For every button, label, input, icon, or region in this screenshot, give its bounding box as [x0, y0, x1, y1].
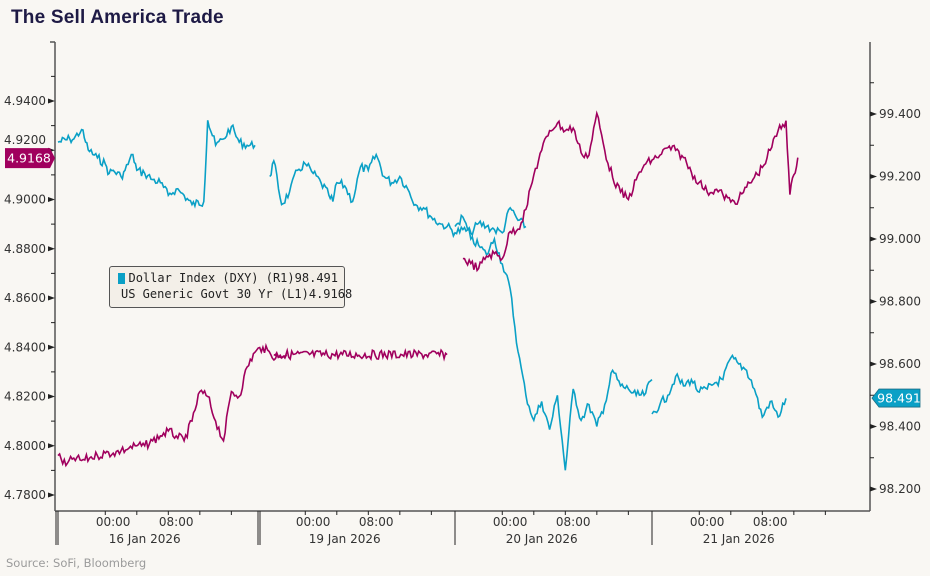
legend-label-ust30: US Generic Govt 30 Yr (L1) — [121, 287, 309, 301]
x-time-label: 00:00 — [690, 515, 725, 529]
dxy-line-segment-0 — [57, 120, 256, 209]
right-last-value-badge — [871, 388, 921, 408]
ust30-line-segment-2 — [462, 110, 668, 273]
x-date-label: 20 Jan 2026 — [506, 532, 578, 546]
x-time-label: 00:00 — [96, 515, 131, 529]
plot-area — [57, 110, 799, 471]
chart-title: The Sell America Trade — [11, 7, 224, 28]
left-tick-label: 4.8600 — [4, 291, 46, 305]
right-last-value-label: 98.491 — [877, 391, 921, 406]
left-tick-label: 4.9000 — [4, 193, 46, 207]
legend-value-dxy: 98.491 — [294, 271, 338, 285]
x-time-label: 08:00 — [753, 515, 788, 529]
ust30-line-segment-3 — [667, 120, 799, 206]
left-last-value-label: 4.9168 — [7, 151, 51, 166]
source-note: Source: SoFi, Bloomberg — [6, 556, 147, 570]
dxy-line-segment-2 — [454, 213, 653, 471]
right-tick-label: 99.200 — [879, 170, 921, 184]
left-tick-label: 4.8800 — [4, 242, 46, 256]
legend-value-ust30: 4.9168 — [308, 287, 353, 301]
x-date-label: 16 Jan 2026 — [109, 532, 181, 546]
left-tick-mark — [48, 246, 55, 252]
left-tick-label: 4.8000 — [4, 439, 46, 453]
legend-entry-ust30: US Generic Govt 30 Yr (L1) 4.9168 — [118, 286, 352, 302]
left-tick-mark — [48, 394, 55, 399]
right-tick-mark — [870, 486, 877, 492]
left-tick-mark — [48, 492, 55, 498]
left-tick-mark — [48, 197, 55, 202]
x-date-label: 19 Jan 2026 — [309, 532, 381, 546]
left-tick-label: 4.8400 — [4, 340, 46, 354]
x-time-label: 00:00 — [493, 515, 528, 529]
left-last-value-badge — [5, 148, 55, 169]
axes: 4.9400 4.9200 4.9000 4.8800 4.8600 4.8400 4.82… — [4, 41, 921, 546]
legend-label-dxy: Dollar Index (DXY) (R1) — [128, 271, 295, 285]
ust30-line-segment-1 — [273, 347, 448, 362]
right-tick-label: 98.400 — [879, 420, 921, 434]
left-tick-label: 4.9400 — [4, 94, 46, 108]
left-tick-mark — [48, 344, 55, 350]
left-tick-mark — [48, 295, 55, 301]
left-tick-label: 4.9200 — [4, 133, 46, 147]
legend: Dollar Index (DXY) (R1) 98.491 US Generi… — [109, 266, 352, 308]
legend-swatch-dxy — [118, 272, 126, 284]
right-tick-label: 98.800 — [879, 295, 921, 309]
right-tick-mark — [870, 236, 877, 242]
left-tick-label: 4.8200 — [4, 390, 46, 404]
ust30-line-segment-0 — [57, 342, 288, 468]
x-time-label: 08:00 — [159, 515, 194, 529]
right-tick-label: 99.400 — [879, 107, 921, 121]
x-time-label: 08:00 — [359, 515, 394, 529]
x-date-label: 21 Jan 2026 — [703, 532, 775, 546]
right-tick-label: 98.600 — [879, 357, 921, 371]
right-tick-mark — [870, 111, 877, 117]
right-tick-label: 98.200 — [879, 482, 921, 496]
right-tick-label: 99.000 — [879, 232, 921, 246]
right-tick-mark — [870, 361, 877, 367]
value-markers: 4.9168 98.491 — [5, 148, 921, 408]
right-tick-mark — [870, 174, 877, 179]
legend-entry-dxy: Dollar Index (DXY) (R1) 98.491 — [118, 270, 338, 286]
left-tick-mark — [48, 443, 55, 449]
x-time-label: 08:00 — [556, 515, 591, 529]
left-tick-mark — [48, 98, 55, 104]
right-tick-mark — [870, 424, 877, 429]
right-tick-mark — [870, 299, 877, 304]
x-time-label: 00:00 — [296, 515, 331, 529]
left-tick-label: 4.7800 — [4, 488, 46, 502]
dxy-line-segment-1 — [269, 152, 527, 239]
dxy-line-segment-3 — [651, 353, 787, 419]
